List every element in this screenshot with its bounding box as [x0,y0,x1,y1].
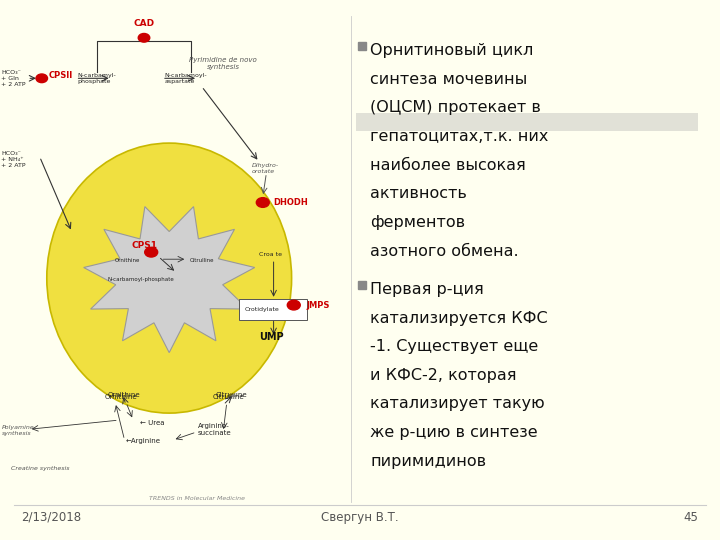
Text: ←Arginine: ←Arginine [126,438,161,444]
Text: Arginino-
succinate: Arginino- succinate [198,423,232,436]
Text: CPSII: CPSII [49,71,73,80]
Text: активность: активность [370,186,467,201]
Text: Citrulline: Citrulline [189,258,214,263]
Text: Croa te: Croa te [259,253,282,258]
Text: Creatine synthesis: Creatine synthesis [11,466,69,471]
Polygon shape [84,207,255,353]
Text: JMPS: JMPS [306,301,329,310]
Text: ферментов: ферментов [370,215,465,230]
Text: Citruıııne: Citruıııne [216,392,248,398]
Text: 2/13/2018: 2/13/2018 [22,511,82,524]
Ellipse shape [47,143,292,413]
Text: (ОЦСМ) протекает в: (ОЦСМ) протекает в [370,100,541,116]
Text: катализирует такую: катализирует такую [370,396,545,411]
Text: Ornithıne: Ornithıne [108,392,140,398]
Text: ← Urea: ← Urea [140,420,165,426]
Text: Crotidylate: Crotidylate [245,307,279,312]
Text: Орнитиновый цикл: Орнитиновый цикл [370,43,534,58]
Text: Ornithine: Ornithine [104,394,137,400]
Circle shape [36,74,48,83]
Text: пиримидинов: пиримидинов [370,454,486,469]
Text: Первая р-ция: Первая р-ция [370,282,484,297]
Text: же р-цию в синтезе: же р-цию в синтезе [370,425,538,440]
Text: азотного обмена.: азотного обмена. [370,244,518,259]
Text: Citrulline: Citrulline [212,394,244,400]
Text: N-carbamoyl-
aspartate: N-carbamoyl- aspartate [164,73,207,84]
Text: Свергун В.Т.: Свергун В.Т. [321,511,399,524]
Text: N-carbamyl-
phosphate: N-carbamyl- phosphate [77,73,116,84]
Text: DHODH: DHODH [274,198,308,207]
Text: HCO₃⁻
+ NH₄⁺
+ 2 ATP: HCO₃⁻ + NH₄⁺ + 2 ATP [1,151,26,168]
Text: 45: 45 [683,511,698,524]
Text: TRENDS in Molecular Medicine: TRENDS in Molecular Medicine [149,496,245,501]
Text: синтеза мочевины: синтеза мочевины [370,72,527,87]
Text: UMP: UMP [259,332,284,342]
Text: HCO₃⁻
+ Gln
+ 2 ATP: HCO₃⁻ + Gln + 2 ATP [1,70,26,87]
Text: Polyamine
synthesis: Polyamine synthesis [1,425,34,436]
Circle shape [145,247,158,257]
Text: наиболее высокая: наиболее высокая [370,158,526,173]
Text: Dihydro-
orotate: Dihydro- orotate [252,163,279,174]
FancyBboxPatch shape [356,113,698,131]
Circle shape [256,198,269,207]
FancyBboxPatch shape [239,299,307,320]
Circle shape [138,33,150,42]
Text: CAD: CAD [133,19,155,28]
Text: CPS1: CPS1 [132,241,158,251]
Text: Ornithine: Ornithine [115,258,140,263]
Text: катализируется КФС: катализируется КФС [370,310,548,326]
Text: -1. Существует еще: -1. Существует еще [370,339,539,354]
Text: Pyrimidine de novo
synthesis: Pyrimidine de novo synthesis [189,57,257,70]
Text: гепатоцитах,т.к. них: гепатоцитах,т.к. них [370,129,549,144]
Circle shape [287,300,300,310]
Text: N-carbamoyl-phosphate: N-carbamoyl-phosphate [108,277,175,282]
Text: и КФС-2, которая: и КФС-2, которая [370,368,516,383]
